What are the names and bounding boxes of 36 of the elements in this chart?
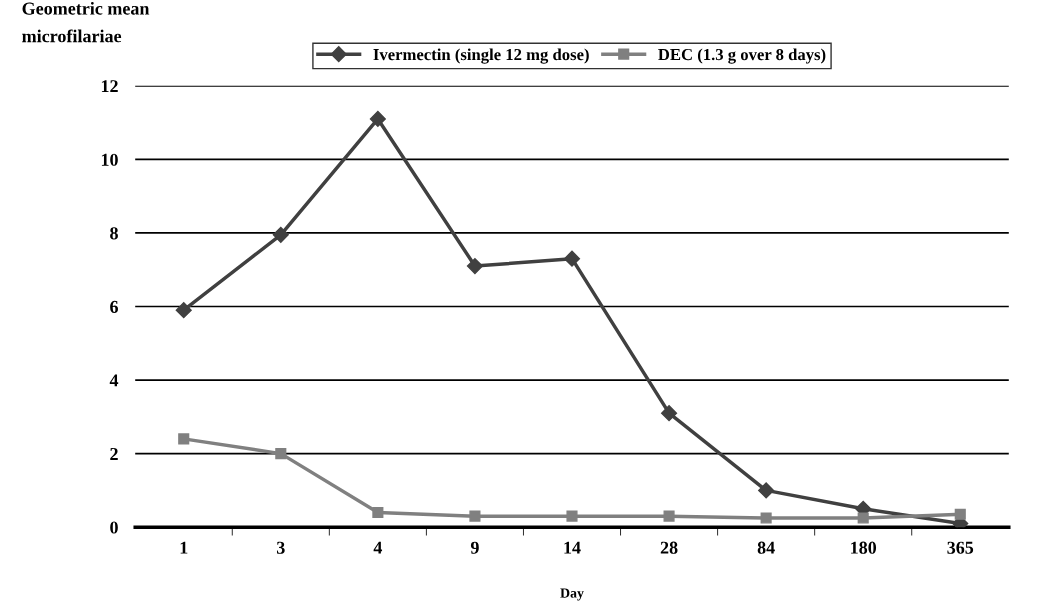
point <box>954 508 966 520</box>
y-tick-label: 10 <box>101 153 118 166</box>
x-tick-label: 4 <box>373 541 383 554</box>
point <box>372 506 384 519</box>
point <box>566 510 578 522</box>
point <box>857 512 869 524</box>
y-tick-label: 6 <box>110 300 119 313</box>
point <box>663 510 675 522</box>
point <box>275 448 287 460</box>
x-tick-label: 3 <box>276 541 285 554</box>
point <box>175 302 192 319</box>
x-axis-title: Day <box>560 588 584 601</box>
y-tick-label: 2 <box>110 447 118 460</box>
y-axis-title: Geometric mean microfilariae <box>22 1 150 43</box>
y-tick-label: 4 <box>109 374 119 387</box>
x-tick-label: 28 <box>660 541 678 554</box>
point <box>272 226 289 243</box>
x-tick-label: 14 <box>564 541 581 554</box>
y-tick-label: 8 <box>110 227 118 240</box>
point <box>178 433 190 445</box>
y-tick-label: 0 <box>110 521 118 534</box>
point <box>466 257 483 275</box>
x-tick-label: 9 <box>470 541 479 554</box>
point <box>369 110 386 127</box>
x-tick-label: 1 <box>180 541 188 554</box>
point <box>563 250 581 267</box>
legend-label: Ivermectin (single 12 mg dose) <box>373 48 589 64</box>
x-tick-label: 365 <box>947 541 974 554</box>
legend-label: DEC (1.3 g over 8 days) <box>658 48 826 64</box>
point <box>760 512 772 524</box>
point <box>469 510 481 522</box>
x-tick-label: 84 <box>757 541 775 554</box>
point <box>661 405 678 422</box>
y-tick-label: 12 <box>101 80 118 93</box>
x-tick-label: 180 <box>851 541 877 554</box>
point <box>758 482 775 499</box>
